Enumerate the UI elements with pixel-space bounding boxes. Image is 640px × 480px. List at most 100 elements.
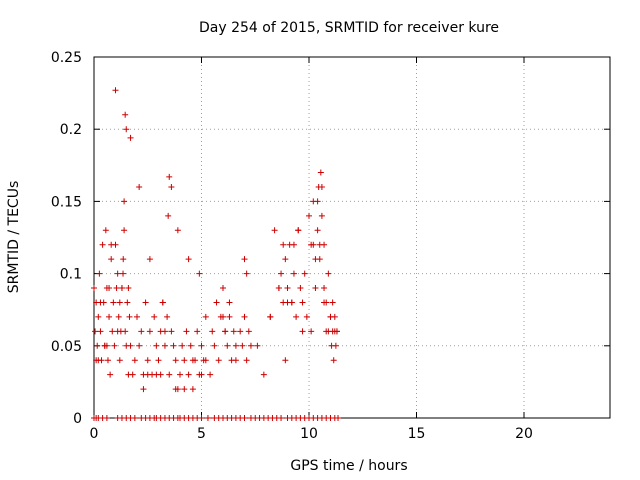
data-point — [166, 173, 173, 180]
data-point — [327, 313, 334, 320]
data-point — [103, 415, 110, 421]
data-point — [318, 212, 325, 219]
data-point — [115, 313, 122, 320]
data-point — [95, 313, 102, 320]
data-point — [99, 241, 106, 248]
data-point — [112, 87, 119, 94]
plot-frame — [93, 56, 611, 419]
y-tick-label: 0 — [73, 411, 82, 427]
data-point — [136, 342, 143, 349]
data-point — [312, 285, 319, 292]
data-point — [97, 299, 104, 306]
data-point — [284, 299, 291, 306]
data-point — [144, 357, 151, 364]
data-point — [220, 285, 226, 292]
data-point — [198, 371, 205, 378]
data-point — [104, 357, 111, 364]
data-point — [157, 371, 164, 378]
data-point — [241, 415, 248, 421]
data-point — [314, 198, 321, 205]
data-point — [168, 183, 175, 190]
grid-lines — [94, 57, 610, 418]
data-point — [136, 183, 143, 190]
data-point — [116, 357, 123, 364]
data-point — [226, 299, 233, 306]
data-point — [108, 256, 115, 263]
data-point — [116, 299, 123, 306]
data-point — [127, 134, 134, 141]
data-point — [110, 299, 117, 306]
data-point — [318, 183, 325, 190]
data-point — [129, 371, 136, 378]
data-point — [237, 328, 244, 335]
data-point — [120, 256, 127, 263]
data-point — [280, 241, 287, 248]
data-point — [107, 371, 114, 378]
data-point — [239, 342, 246, 349]
data-point — [335, 415, 342, 421]
data-point — [166, 371, 173, 378]
data-point — [172, 357, 179, 364]
data-point — [267, 313, 274, 320]
data-point — [96, 270, 103, 277]
data-point — [97, 328, 104, 335]
data-point — [114, 270, 121, 277]
data-point — [91, 285, 97, 292]
data-point — [155, 357, 162, 364]
data-point — [254, 342, 261, 349]
data-point — [303, 313, 310, 320]
chart-title: Day 254 of 2015, SRMTID for receiver kur… — [199, 20, 499, 36]
data-point — [275, 285, 282, 292]
data-point — [299, 299, 306, 306]
data-point — [224, 342, 231, 349]
data-point — [146, 256, 153, 263]
data-point — [131, 357, 138, 364]
data-point — [282, 357, 289, 364]
data-point — [230, 328, 237, 335]
data-point — [159, 299, 166, 306]
data-point — [215, 357, 222, 364]
data-point — [290, 241, 297, 248]
data-point — [308, 328, 315, 335]
data-point — [181, 357, 188, 364]
data-point — [118, 285, 125, 292]
data-point — [124, 299, 131, 306]
data-point — [187, 342, 194, 349]
data-point — [170, 342, 177, 349]
data-point — [332, 342, 339, 349]
x-tick-label: 10 — [300, 426, 318, 442]
data-point — [278, 270, 285, 277]
data-point — [293, 313, 300, 320]
data-point — [179, 342, 186, 349]
data-point — [222, 328, 229, 335]
data-point — [168, 328, 175, 335]
data-point — [290, 270, 297, 277]
y-tick-label: 0.1 — [60, 267, 82, 283]
data-point — [226, 313, 233, 320]
data-point — [202, 357, 209, 364]
x-tick-label: 15 — [408, 426, 426, 442]
data-point — [317, 169, 324, 176]
data-point — [321, 285, 328, 292]
data-points — [91, 87, 342, 421]
data-point — [271, 227, 278, 234]
data-point — [120, 270, 127, 277]
data-point — [123, 126, 130, 133]
data-point — [189, 357, 196, 364]
data-point — [198, 415, 205, 421]
data-point — [297, 285, 304, 292]
data-point — [185, 371, 192, 378]
data-point — [127, 342, 134, 349]
data-point — [330, 357, 337, 364]
data-point — [125, 285, 132, 292]
data-point — [122, 111, 129, 118]
data-point — [211, 342, 218, 349]
data-point — [102, 227, 109, 234]
data-point — [140, 386, 147, 393]
data-point — [278, 415, 285, 421]
data-point — [106, 285, 113, 292]
data-point — [299, 328, 306, 335]
data-point — [103, 342, 110, 349]
x-tick-label: 20 — [515, 426, 533, 442]
